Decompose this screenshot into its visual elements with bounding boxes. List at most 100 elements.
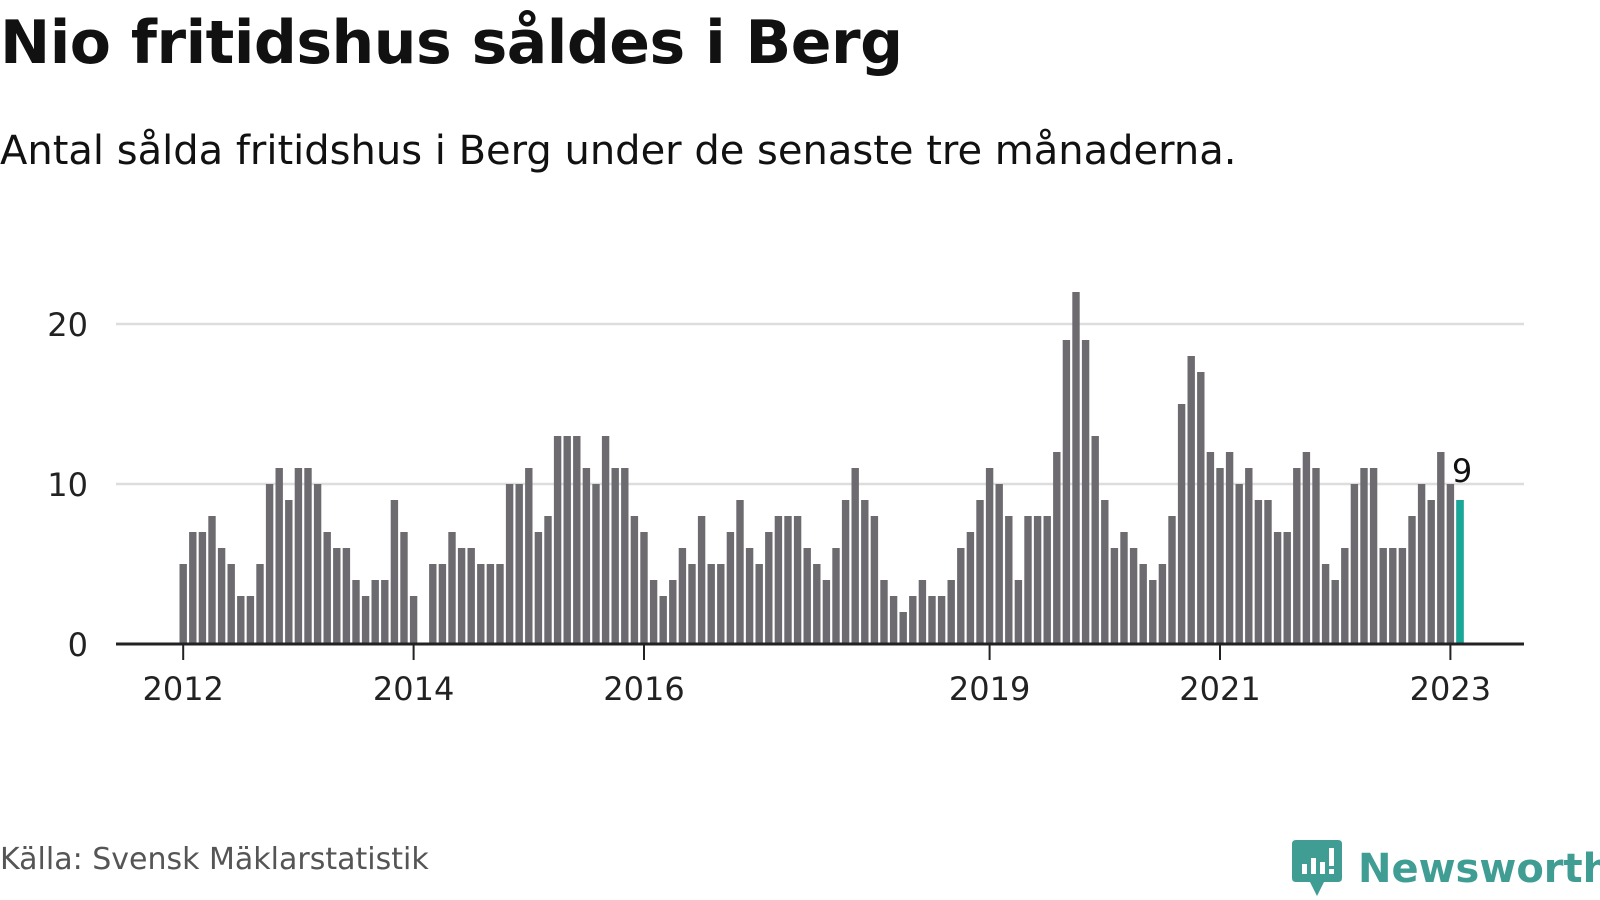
bar: [381, 580, 389, 644]
bar: [1187, 356, 1195, 644]
bar: [352, 580, 360, 644]
bar: [1302, 452, 1311, 644]
bar: [1091, 436, 1099, 644]
bar: [1014, 580, 1023, 644]
bar: [659, 596, 667, 644]
bar: [1264, 500, 1272, 644]
x-tick-label: 2012: [142, 670, 223, 708]
source-note: Källa: Svensk Mäklarstatistik: [0, 842, 429, 877]
bar: [1149, 580, 1157, 644]
x-tick-label: 2021: [1179, 670, 1260, 708]
bar: [313, 484, 322, 644]
bar: [1360, 468, 1368, 644]
bars: [179, 292, 1464, 644]
bar: [649, 580, 658, 644]
bar: [227, 564, 235, 644]
bar: [208, 516, 216, 644]
bar: [457, 548, 466, 644]
bar: [1072, 292, 1080, 644]
bar: [1417, 484, 1426, 644]
bar: [246, 596, 255, 644]
bar: [1225, 452, 1234, 644]
bar: [505, 484, 514, 644]
bar: [1408, 516, 1416, 644]
bar: [323, 532, 331, 644]
bar: [1168, 516, 1176, 644]
brand-name: Newsworthy: [1358, 846, 1600, 892]
bar: [697, 516, 706, 644]
bar: [1110, 548, 1119, 644]
bar: [1101, 500, 1109, 644]
bar: [611, 468, 619, 644]
bar: [736, 500, 744, 644]
bar: [198, 532, 207, 644]
bar: [784, 516, 792, 644]
bar: [1369, 468, 1378, 644]
bar: [880, 580, 888, 644]
bar: [841, 500, 850, 644]
bar: [1331, 580, 1339, 644]
bar: [1120, 532, 1128, 644]
chart-subtitle: Antal sålda fritidshus i Berg under de s…: [0, 128, 1237, 174]
bar: [179, 564, 187, 644]
bar: [1389, 548, 1397, 644]
bar: [765, 532, 773, 644]
bar: [1273, 532, 1282, 644]
bar: [1177, 404, 1186, 644]
bar: [448, 532, 456, 644]
bar: [957, 548, 965, 644]
bar: [870, 516, 879, 644]
bar: [515, 484, 523, 644]
bar: [342, 548, 351, 644]
bar: [937, 596, 946, 644]
x-tick-label: 2016: [603, 670, 684, 708]
bar: [678, 548, 687, 644]
bar: [640, 532, 648, 644]
bar: [601, 436, 610, 644]
bar: [304, 468, 312, 644]
latest-value-label: 9: [1452, 452, 1472, 490]
bar: [1043, 516, 1051, 644]
bar: [390, 500, 399, 644]
bar: [1350, 484, 1359, 644]
bar: [889, 596, 898, 644]
bar: [544, 516, 552, 644]
bar: [256, 564, 264, 644]
bar: [1005, 516, 1013, 644]
bar: [1245, 468, 1253, 644]
bar: [995, 484, 1003, 644]
bar: [1206, 452, 1215, 644]
bar: [1033, 516, 1042, 644]
bar: [1197, 372, 1205, 644]
bar: [361, 596, 370, 644]
chart-title: Nio fritidshus såldes i Berg: [0, 8, 903, 78]
bar: [438, 564, 447, 644]
bar: [1398, 548, 1407, 644]
bar: [1379, 548, 1387, 644]
bar: [592, 484, 600, 644]
bar: [1081, 340, 1090, 644]
x-tick-label: 2019: [949, 670, 1030, 708]
bar: [477, 564, 485, 644]
bar: [496, 564, 504, 644]
bar: [400, 532, 408, 644]
bar: [707, 564, 715, 644]
bar: [1437, 452, 1445, 644]
bar: [621, 468, 629, 644]
y-tick-label: 0: [68, 626, 88, 664]
bar: [985, 468, 994, 644]
bar: [976, 500, 984, 644]
bar: [1216, 468, 1224, 644]
labels: 0 10 20 2012 2014 2016 2019 2021 2023 9: [47, 306, 1491, 708]
bar-latest: [1456, 500, 1464, 644]
bar: [573, 436, 581, 644]
bar: [1446, 484, 1455, 644]
bar: [822, 580, 831, 644]
bar: [1321, 564, 1330, 644]
bar: [409, 596, 418, 644]
bar: [832, 548, 840, 644]
bar: [467, 548, 475, 644]
bar: [630, 516, 639, 644]
bar: [774, 516, 783, 644]
bar: [803, 548, 811, 644]
